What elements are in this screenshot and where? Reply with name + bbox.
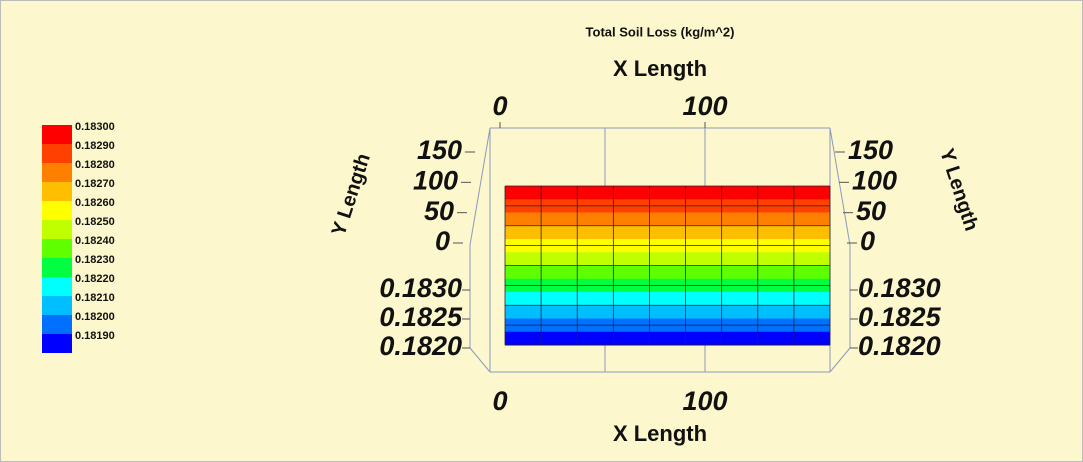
legend-swatch — [42, 144, 72, 163]
legend-swatch — [42, 258, 72, 277]
y-tick-label: 150 — [848, 135, 893, 165]
legend-label: 0.18290 — [75, 140, 115, 152]
z-tick-label: 0.1825 — [379, 302, 463, 332]
legend-swatch — [42, 239, 72, 258]
x-axis-label: X Length — [613, 56, 707, 81]
legend-swatch — [42, 182, 72, 201]
z-tick-label: 0.1830 — [858, 273, 941, 303]
surface-band — [505, 292, 830, 306]
legend-label: 0.18200 — [75, 311, 115, 323]
legend-swatch — [42, 334, 72, 353]
legend-label: 0.18250 — [75, 216, 115, 228]
legend-label: 0.18270 — [75, 178, 115, 190]
surface-band — [505, 252, 830, 266]
y-tick-label: 100 — [852, 165, 897, 195]
legend-swatch — [42, 125, 72, 144]
legend-label: 0.18190 — [75, 330, 115, 342]
y-tick-label: 0 — [860, 226, 875, 256]
legend-swatch — [42, 163, 72, 182]
legend-swatch — [42, 277, 72, 296]
legend-swatch — [42, 296, 72, 315]
surface-band — [505, 186, 830, 200]
z-tick-label: 0.1825 — [858, 302, 942, 332]
y-tick-label: 50 — [424, 196, 454, 226]
box-frame — [469, 127, 851, 373]
z-tick-label: 0.1820 — [858, 331, 941, 361]
legend-label: 0.18260 — [75, 197, 115, 209]
surface-band — [505, 265, 830, 280]
legend-swatch — [42, 220, 72, 239]
x-axis-label: X Length — [613, 421, 707, 446]
legend-swatch — [42, 315, 72, 334]
x-tick-label: 0 — [492, 386, 507, 416]
legend-label: 0.18280 — [75, 159, 115, 171]
x-tick-label: 100 — [682, 386, 727, 416]
legend-label: 0.18240 — [75, 235, 115, 247]
chart-title: Total Soil Loss (kg/m^2) — [586, 24, 735, 39]
x-tick-label: 100 — [682, 91, 727, 121]
z-tick-label: 0.1830 — [379, 273, 462, 303]
y-tick-label: 0 — [435, 226, 450, 256]
surface-band — [505, 225, 830, 240]
legend-swatch — [42, 201, 72, 220]
legend-label: 0.18210 — [75, 292, 115, 304]
legend-label: 0.18220 — [75, 273, 115, 285]
y-tick-label: 150 — [417, 135, 462, 165]
x-tick-label: 0 — [492, 91, 507, 121]
legend-label: 0.18230 — [75, 254, 115, 266]
surface-band — [505, 305, 830, 319]
surface-band — [505, 331, 830, 346]
surface-band — [505, 212, 830, 227]
z-tick-label: 0.1820 — [379, 331, 462, 361]
y-tick-label: 50 — [856, 196, 886, 226]
legend-label: 0.18300 — [75, 121, 115, 133]
y-tick-label: 100 — [413, 165, 458, 195]
